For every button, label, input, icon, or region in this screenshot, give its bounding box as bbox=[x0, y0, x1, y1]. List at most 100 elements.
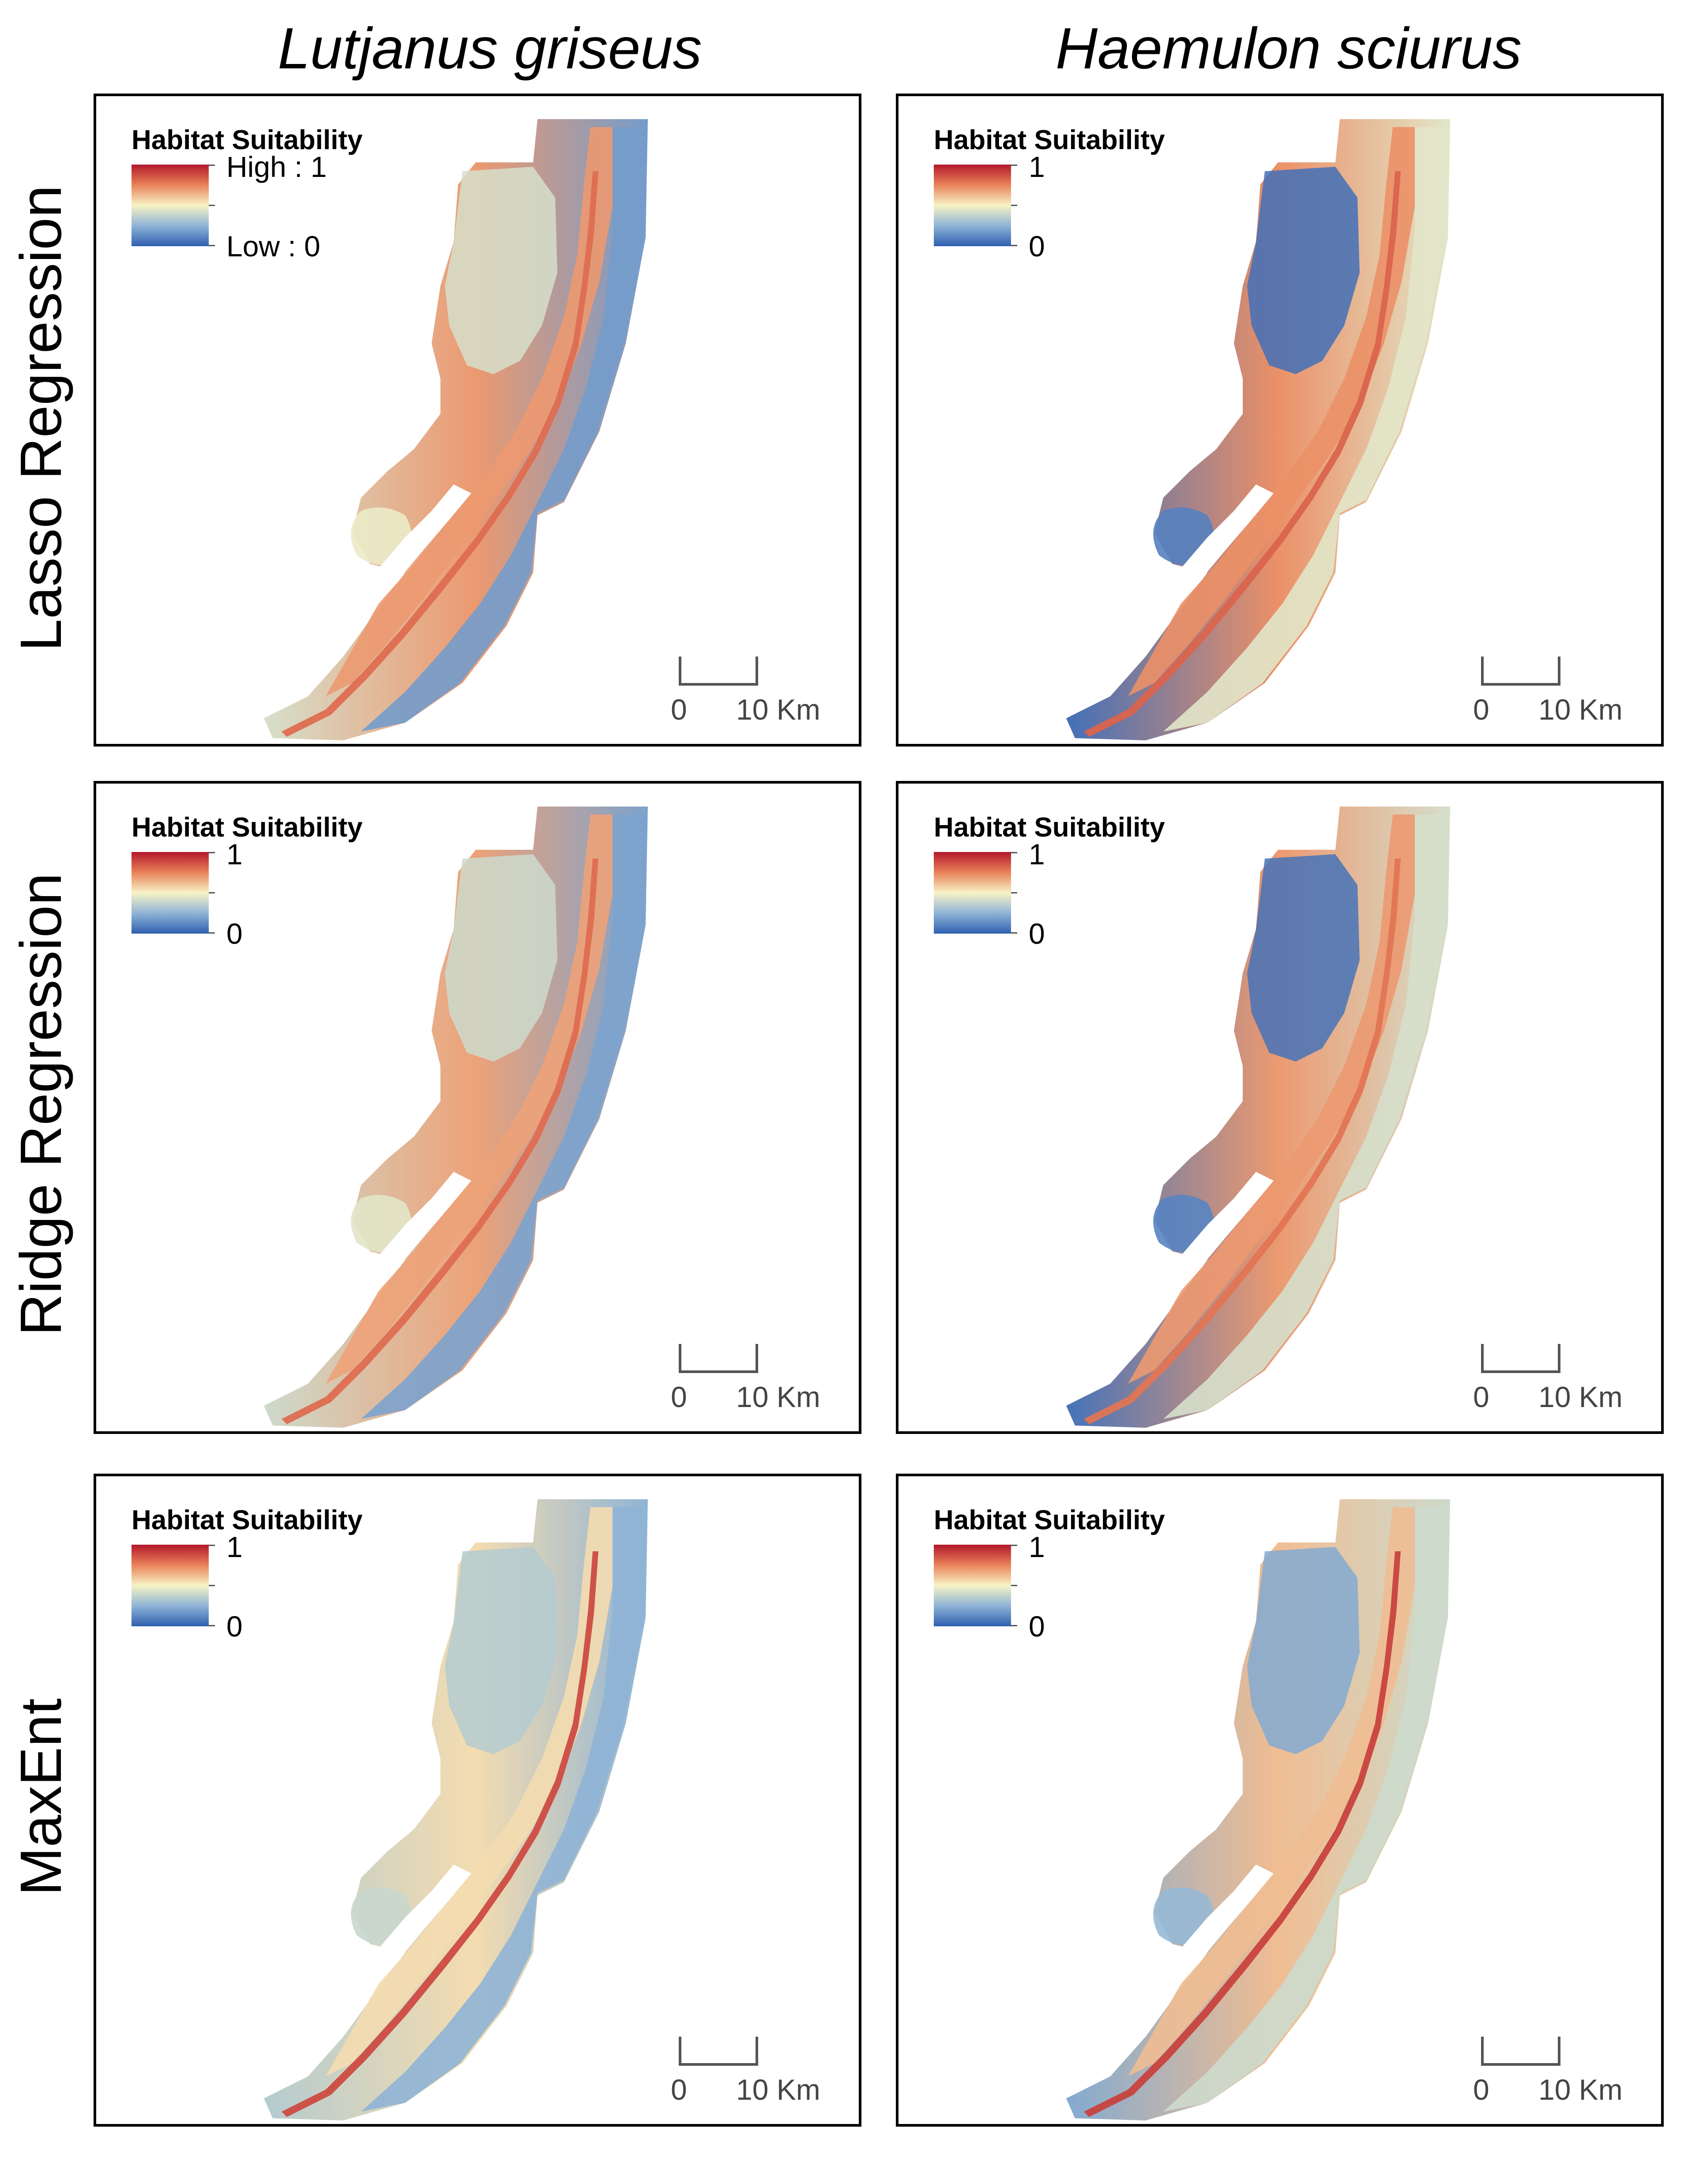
suitability-map bbox=[1066, 807, 1450, 1428]
legend-tick bbox=[209, 165, 215, 166]
land-gap bbox=[379, 1172, 471, 1265]
scale-bar-tick bbox=[1558, 1344, 1560, 1373]
legend-title: Habitat Suitability bbox=[934, 125, 1165, 155]
map-panel-maxent-lutjanus: Habitat Suitability 1 0 0 10 Km bbox=[94, 1474, 861, 2127]
suitability-map bbox=[1066, 1499, 1450, 2120]
legend-tick bbox=[209, 1625, 215, 1626]
legend-tick bbox=[1011, 165, 1017, 166]
legend-color-ramp bbox=[934, 1545, 1011, 1626]
land-gap bbox=[379, 1865, 471, 1957]
keys-band bbox=[1084, 859, 1401, 1424]
legend-tick bbox=[209, 892, 215, 893]
legend-low-label: 0 bbox=[1029, 1610, 1045, 1643]
keys-band bbox=[282, 859, 598, 1424]
scale-bar: 0 10 Km bbox=[1455, 2032, 1631, 2116]
scale-bar-tick bbox=[679, 1344, 681, 1373]
scale-bar-zero: 0 bbox=[1473, 693, 1489, 726]
legend-tick bbox=[209, 1585, 215, 1586]
legend: Habitat Suitability 1 0 bbox=[934, 810, 1331, 956]
legend-color-ramp bbox=[934, 852, 1011, 934]
legend: Habitat Suitability 1 0 bbox=[132, 810, 529, 956]
legend-tick bbox=[1011, 892, 1017, 893]
row-label-lasso-text: Lasso Regression bbox=[8, 185, 73, 651]
column-title-haemulon: Haemulon sciurus bbox=[1055, 16, 1522, 81]
scale-bar: 0 10 Km bbox=[652, 2032, 829, 2116]
legend-low-label: Low : 0 bbox=[226, 230, 320, 263]
scale-bar-tick bbox=[1481, 2037, 1484, 2066]
legend-color-ramp bbox=[132, 165, 209, 246]
scale-bar-tick bbox=[1481, 1344, 1484, 1373]
bay-region bbox=[1247, 167, 1360, 374]
suitability-map bbox=[264, 1499, 648, 2120]
legend-tick bbox=[209, 1545, 215, 1546]
scale-bar-zero: 0 bbox=[1473, 1381, 1489, 1413]
legend-tick bbox=[1011, 205, 1017, 206]
legend: Habitat Suitability 1 0 bbox=[934, 123, 1331, 268]
legend-high-label: 1 bbox=[226, 838, 243, 871]
legend: Habitat Suitability 1 0 bbox=[934, 1503, 1331, 1648]
scale-bar-distance: 10 Km bbox=[1538, 1381, 1623, 1413]
scale-bar-tick bbox=[756, 657, 758, 686]
keys-band bbox=[1084, 1551, 1401, 2117]
row-label-ridge: Ridge Regression bbox=[8, 781, 73, 1427]
map-panel-lasso-haemulon: Habitat Suitability 1 0 0 10 Km bbox=[896, 94, 1664, 747]
scale-bar-tick bbox=[756, 1344, 758, 1373]
legend-low-label: 0 bbox=[1029, 230, 1045, 263]
legend-title: Habitat Suitability bbox=[132, 812, 363, 843]
scale-bar-zero: 0 bbox=[671, 2073, 687, 2106]
row-label-maxent: MaxEnt bbox=[8, 1474, 73, 2120]
scale-bar: 0 10 Km bbox=[1455, 652, 1631, 736]
land-gap bbox=[1181, 1172, 1274, 1265]
legend-title: Habitat Suitability bbox=[132, 125, 363, 155]
legend-high-label: 1 bbox=[1029, 1531, 1045, 1563]
legend-tick bbox=[209, 205, 215, 206]
suitability-map bbox=[264, 807, 648, 1428]
legend-tick bbox=[1011, 1545, 1017, 1546]
scale-bar-distance: 10 Km bbox=[736, 2073, 820, 2106]
scale-bar-distance: 10 Km bbox=[736, 1381, 820, 1413]
scale-bar-tick bbox=[679, 2037, 681, 2066]
column-title-lutjanus: Lutjanus griseus bbox=[278, 16, 702, 81]
scale-bar-line bbox=[1481, 1370, 1560, 1373]
scale-bar-line bbox=[1481, 2063, 1560, 2066]
scale-bar-line bbox=[679, 1370, 758, 1373]
scale-bar: 0 10 Km bbox=[652, 1340, 829, 1423]
scale-bar-zero: 0 bbox=[671, 1381, 687, 1413]
keys-band bbox=[1084, 171, 1401, 737]
scale-bar-line bbox=[679, 683, 758, 686]
legend-tick bbox=[209, 852, 215, 853]
scale-bar-tick bbox=[1558, 657, 1560, 686]
legend-title: Habitat Suitability bbox=[934, 812, 1165, 843]
scale-bar: 0 10 Km bbox=[1455, 1340, 1631, 1423]
row-label-ridge-text: Ridge Regression bbox=[8, 872, 73, 1336]
suitability-map bbox=[1066, 119, 1450, 740]
bay-region bbox=[1247, 1547, 1360, 1754]
scale-bar-tick bbox=[679, 657, 681, 686]
ocean-band bbox=[1163, 127, 1448, 732]
map-panel-ridge-lutjanus: Habitat Suitability 1 0 0 10 Km bbox=[94, 781, 861, 1434]
legend-high-label: 1 bbox=[1029, 838, 1045, 871]
legend-color-ramp bbox=[132, 852, 209, 934]
suitability-map bbox=[264, 119, 648, 740]
legend-low-label: 0 bbox=[1029, 917, 1045, 950]
legend-high-label: High : 1 bbox=[226, 150, 327, 183]
legend-low-label: 0 bbox=[226, 1610, 243, 1643]
legend-title: Habitat Suitability bbox=[934, 1505, 1165, 1535]
legend-high-label: 1 bbox=[226, 1531, 243, 1563]
scale-bar-zero: 0 bbox=[1473, 2073, 1489, 2106]
scale-bar-distance: 10 Km bbox=[1538, 2073, 1623, 2106]
scale-bar-tick bbox=[1558, 2037, 1560, 2066]
scale-bar: 0 10 Km bbox=[652, 652, 829, 736]
bay-region bbox=[445, 167, 557, 374]
map-panel-lasso-lutjanus: Habitat Suitability High : 1 Low : 0 0 1… bbox=[94, 94, 861, 747]
land-gap bbox=[1181, 484, 1274, 577]
ocean-band bbox=[1163, 1507, 1448, 2112]
scale-bar-tick bbox=[756, 2037, 758, 2066]
scale-bar-distance: 10 Km bbox=[1538, 693, 1623, 726]
scale-bar-distance: 10 Km bbox=[736, 693, 820, 726]
ocean-band bbox=[1163, 814, 1448, 1419]
map-panel-maxent-haemulon: Habitat Suitability 1 0 0 10 Km bbox=[896, 1474, 1664, 2127]
legend: Habitat Suitability 1 0 bbox=[132, 1503, 529, 1648]
legend-tick bbox=[1011, 1585, 1017, 1586]
legend-tick bbox=[209, 932, 215, 934]
